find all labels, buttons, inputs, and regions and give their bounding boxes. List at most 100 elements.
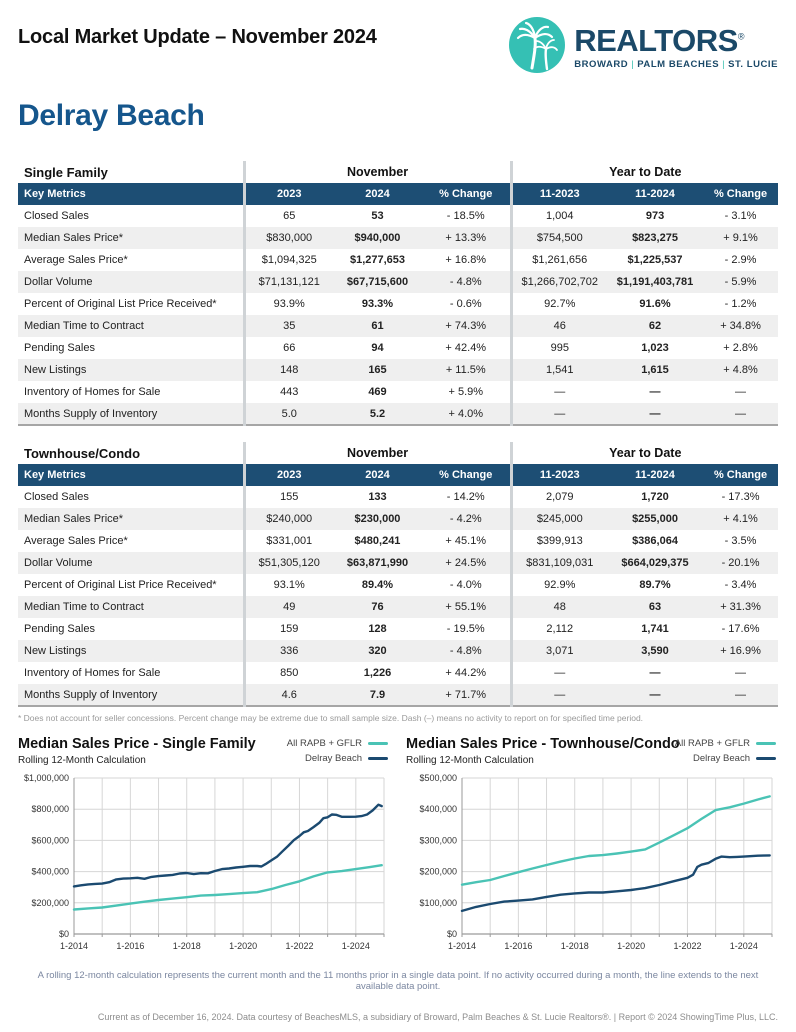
metric-value: — <box>735 386 747 398</box>
column-header: 11-2024 <box>607 464 704 486</box>
metric-value: 61 <box>371 320 384 332</box>
svg-text:1-2018: 1-2018 <box>561 941 589 951</box>
svg-text:1-2014: 1-2014 <box>60 941 88 951</box>
metric-value: + 11.5% <box>445 364 486 376</box>
legend-line-swatch <box>756 757 776 760</box>
metric-value: — <box>509 403 608 425</box>
metric-value: 93.3% <box>361 298 394 310</box>
metric-label: Average Sales Price* <box>24 535 128 547</box>
registered-mark: ® <box>737 31 745 42</box>
metric-value: $255,000 <box>632 513 678 525</box>
metric-value: + 71.7% <box>445 688 487 701</box>
svg-text:1-2018: 1-2018 <box>173 941 201 951</box>
metric-value: 65 <box>242 205 333 227</box>
metric-value: 49 <box>242 596 333 618</box>
metric-value: 320 <box>368 645 387 657</box>
metric-label: Average Sales Price* <box>24 254 128 266</box>
table-row: Percent of Original List Price Received*… <box>18 293 778 315</box>
metric-label: Closed Sales <box>24 491 89 503</box>
svg-text:$0: $0 <box>59 929 69 939</box>
page-header: Local Market Update – November 2024 <box>18 14 778 79</box>
metric-value: — <box>649 407 661 420</box>
metric-value: 1,541 <box>509 359 608 381</box>
metric-label: Months Supply of Inventory <box>24 688 158 701</box>
svg-text:$300,000: $300,000 <box>419 835 457 845</box>
metric-value: 5.0 <box>242 403 333 425</box>
chart-title: Median Sales Price - Townhouse/Condo <box>406 736 680 752</box>
table-row: Dollar Volume $51,305,120 $63,871,990 + 24.… <box>18 552 779 574</box>
metric-value: + 55.1% <box>445 601 487 613</box>
metric-value: — <box>649 386 661 398</box>
table-header-row: Key Metrics 2023 2024% Change 11-2023 11-202… <box>18 464 779 486</box>
metric-value: 93.9% <box>242 293 333 315</box>
metric-value: + 74.3% <box>445 320 487 332</box>
table-group-header: Townhouse/Condo November Year to Date <box>18 442 779 464</box>
column-header: 2024 <box>333 183 422 205</box>
series-line <box>460 795 771 886</box>
metric-label: Percent of Original List Price Received* <box>24 579 217 591</box>
metric-label: New Listings <box>24 645 87 657</box>
metric-value: + 4.0% <box>448 407 484 420</box>
brand-text: REALTORS® BROWARD | PALM BEACHES | ST. LUCIE <box>574 25 778 70</box>
metric-value: + 24.5% <box>445 557 487 569</box>
metric-value: 155 <box>242 486 333 508</box>
chart-legend: All RAPB + GFLR Delray Beach <box>287 738 388 768</box>
metric-label: Pending Sales <box>24 623 95 635</box>
metric-value: - 2.9% <box>724 254 757 266</box>
metric-value: $71,131,121 <box>242 271 333 293</box>
metric-value: $230,000 <box>354 513 401 525</box>
palm-trees-icon <box>508 16 566 79</box>
svg-text:$600,000: $600,000 <box>31 835 69 845</box>
table-row: Pending Sales 159 128 - 19.5% 2,112 1,741 - 17… <box>18 618 778 640</box>
metric-value: — <box>509 684 608 706</box>
metric-value: 165 <box>368 364 387 376</box>
metric-value: - 18.5% <box>446 210 485 222</box>
metric-value: 1,615 <box>641 364 669 376</box>
metric-value: $331,001 <box>242 530 333 552</box>
legend-item: All RAPB + GFLR <box>675 738 776 749</box>
table-row: Closed Sales 155 133 - 14.2% 2,079 1,720 - 17.… <box>18 486 778 508</box>
line-chart-canvas: $0 $100,000 $200,000 $300,000 $400,000 $500,0… <box>419 773 773 951</box>
pipe-separator: | <box>631 59 635 70</box>
svg-text:$800,000: $800,000 <box>31 804 69 814</box>
svg-text:1-2020: 1-2020 <box>229 941 257 951</box>
metric-label: Inventory of Homes for Sale <box>24 667 161 679</box>
metric-value: — <box>509 662 608 684</box>
table-section-title: Single Family <box>18 161 244 183</box>
metric-label: Pending Sales <box>24 342 95 354</box>
column-header: % Change <box>422 464 512 486</box>
svg-text:1-2014: 1-2014 <box>448 941 476 951</box>
metric-value: - 17.6% <box>721 623 760 635</box>
table-row: Months Supply of Inventory 5.0 5.2 + 4.0% — —… <box>18 403 779 425</box>
legend-line-swatch <box>368 742 388 745</box>
legend-item: Delray Beach <box>287 753 388 764</box>
column-header: 11-2023 <box>509 464 608 486</box>
metric-label: Median Time to Contract <box>24 601 144 613</box>
metric-value: 89.7% <box>639 579 671 591</box>
svg-text:1-2022: 1-2022 <box>673 941 701 951</box>
metric-value: + 4.8% <box>723 364 758 376</box>
svg-text:1-2016: 1-2016 <box>116 941 144 951</box>
metric-value: + 4.1% <box>723 513 758 525</box>
metric-value: 995 <box>509 337 608 359</box>
table-row: Inventory of Homes for Sale 443 469 + 5.9% —… <box>18 381 778 403</box>
column-header: 2023 <box>242 464 333 486</box>
svg-text:$400,000: $400,000 <box>31 867 69 877</box>
metric-value: + 9.1% <box>723 232 758 244</box>
metric-label: Percent of Original List Price Received* <box>24 298 217 310</box>
metric-value: - 5.9% <box>724 276 757 288</box>
metric-value: - 0.6% <box>449 298 482 310</box>
metric-value: 159 <box>242 618 333 640</box>
metric-value: - 3.5% <box>724 535 757 547</box>
metric-value: 46 <box>509 315 608 337</box>
metric-value: + 5.9% <box>448 386 484 398</box>
metric-value: $1,094,325 <box>242 249 333 271</box>
metric-value: $386,064 <box>632 535 678 547</box>
legend-item: All RAPB + GFLR <box>287 738 388 749</box>
metric-value: $831,109,031 <box>509 552 608 574</box>
table-row: Average Sales Price* $331,001 $480,241 + 45… <box>18 530 778 552</box>
metric-value: $67,715,600 <box>346 276 409 288</box>
svg-text:$1,000,000: $1,000,000 <box>24 773 69 783</box>
svg-text:$0: $0 <box>447 929 457 939</box>
metric-value: — <box>649 688 661 701</box>
